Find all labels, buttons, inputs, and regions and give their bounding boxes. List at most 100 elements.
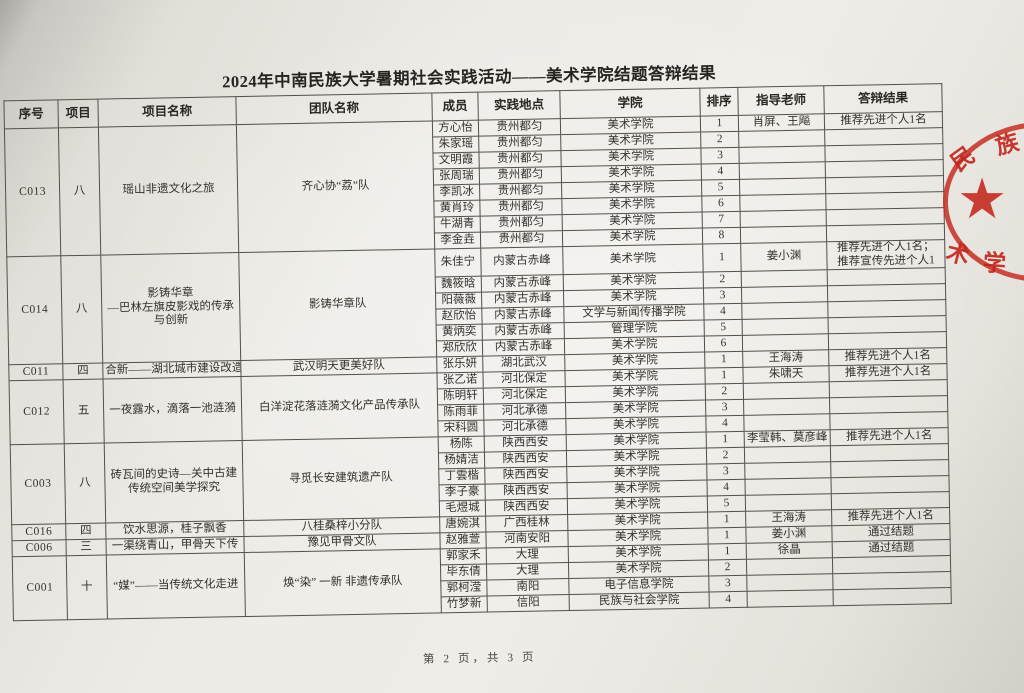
cell-advisor: 朱啸天 xyxy=(742,365,830,384)
cell-member-name: 郭家禾 xyxy=(440,548,487,566)
cell-project-name: “媒”——当传统文化走进 xyxy=(106,552,246,620)
cell-practice-place: 贵州都匀 xyxy=(478,118,561,137)
cell-project-category: 十 xyxy=(66,555,108,620)
cell-team-name: 齐心协“荔”队 xyxy=(236,120,435,253)
cell-practice-place: 河北保定 xyxy=(482,370,566,389)
cell-practice-place: 内蒙古赤峰 xyxy=(481,290,564,309)
cell-practice-place: 广西桂林 xyxy=(485,514,568,533)
cell-team-name: 白洋淀花落涟漪文化产品传承队 xyxy=(241,373,439,441)
cell-team-name: 焕“染” 一新 非遗传承队 xyxy=(244,549,442,617)
column-header: 成员 xyxy=(431,92,479,121)
cell-practice-place: 陕西西安 xyxy=(485,498,568,517)
cell-practice-place: 河北保定 xyxy=(483,386,566,405)
cell-advisor xyxy=(740,209,827,228)
cell-rank: 6 xyxy=(701,195,741,213)
cell-rank: 5 xyxy=(701,179,740,197)
cell-advisor xyxy=(746,573,834,592)
cell-rank: 1 xyxy=(706,431,745,449)
cell-rank: 3 xyxy=(706,463,745,481)
cell-member-name: 郭柯滢 xyxy=(440,580,488,598)
cell-rank: 1 xyxy=(707,511,746,529)
cell-rank: 8 xyxy=(702,227,741,245)
cell-team-name: 影铸华章队 xyxy=(238,248,437,361)
cell-project-id: C006 xyxy=(11,539,67,557)
cell-project-id: C003 xyxy=(10,443,66,525)
cell-practice-place: 信阳 xyxy=(487,594,570,613)
cell-project-category: 八 xyxy=(64,443,106,524)
cell-project-category: 四 xyxy=(62,363,104,380)
cell-member-name: 杨婧洁 xyxy=(438,452,485,470)
cell-practice-place: 贵州都匀 xyxy=(480,214,563,233)
cell-rank: 5 xyxy=(704,319,743,337)
cell-member-name: 朱家瑶 xyxy=(432,136,479,153)
cell-project-id: C016 xyxy=(11,523,66,541)
cell-practice-place: 内蒙古赤峰 xyxy=(482,338,565,357)
cell-member-name: 李金垚 xyxy=(434,232,481,249)
cell-rank: 2 xyxy=(700,131,739,149)
cell-project-category: 四 xyxy=(65,523,106,540)
cell-advisor xyxy=(742,333,829,352)
cell-rank: 7 xyxy=(702,211,741,229)
cell-defense-result xyxy=(833,587,952,606)
cell-rank: 1 xyxy=(704,367,744,385)
cell-rank: 1 xyxy=(707,527,747,545)
column-header: 指导老师 xyxy=(737,85,825,116)
cell-member-name: 朱佳宁 xyxy=(434,248,482,278)
cell-advisor: 王海涛 xyxy=(742,349,829,368)
cell-practice-place: 河南安阳 xyxy=(485,530,569,549)
column-header: 项目 xyxy=(57,99,99,128)
cell-advisor: 李莹韩、莫彦峰 xyxy=(744,429,831,448)
cell-advisor xyxy=(743,397,830,416)
column-header: 团队名称 xyxy=(235,92,433,125)
cell-advisor xyxy=(738,129,825,148)
cell-practice-place: 大理 xyxy=(486,562,569,581)
cell-project-id: C014 xyxy=(6,255,63,365)
cell-rank: 2 xyxy=(706,447,745,465)
cell-practice-place: 贵州都匀 xyxy=(479,182,562,201)
cell-rank: 6 xyxy=(704,335,743,353)
cell-project-id: C001 xyxy=(12,555,68,621)
cell-project-name: 瑶山非遗文化之旅 xyxy=(98,124,239,256)
cell-practice-place: 贵州都匀 xyxy=(479,198,563,217)
cell-member-name: 黄炳奕 xyxy=(436,324,483,342)
cell-defense-result: 推荐先进个人1名； 推荐宣传先进个人1 xyxy=(826,239,946,270)
cell-advisor: 肖屏、王飚 xyxy=(738,113,825,132)
cell-project-id: C011 xyxy=(8,363,64,381)
cell-rank: 4 xyxy=(709,591,748,609)
cell-advisor xyxy=(739,193,827,212)
cell-advisor xyxy=(741,301,829,320)
cell-member-name: 宋科圆 xyxy=(437,420,485,438)
cell-practice-place: 内蒙古赤峰 xyxy=(480,246,564,277)
cell-rank: 1 xyxy=(704,351,743,369)
cell-practice-place: 内蒙古赤峰 xyxy=(481,274,564,293)
cell-practice-place: 内蒙古赤峰 xyxy=(482,322,565,341)
cell-practice-place: 陕西西安 xyxy=(484,434,567,453)
results-table-body: C013 八瑶山非遗文化之旅 齐心协“荔”队 方心怡 贵州都匀 美术学院 1 肖屏、王飚 推荐先… xyxy=(4,111,952,621)
column-header: 学院 xyxy=(559,88,701,119)
cell-rank: 4 xyxy=(705,415,745,433)
cell-rank: 1 xyxy=(702,243,742,273)
cell-practice-place: 贵州都匀 xyxy=(480,230,563,249)
cell-member-name: 张乙诺 xyxy=(436,372,484,390)
cell-member-name: 李子豪 xyxy=(439,484,486,502)
cell-practice-place: 陕西西安 xyxy=(484,450,567,469)
cell-advisor xyxy=(743,413,831,432)
cell-practice-place: 陕西西安 xyxy=(484,466,568,485)
cell-practice-place: 大理 xyxy=(486,546,569,565)
cell-member-name: 毕东倩 xyxy=(440,564,487,582)
cell-advisor: 姜小渊 xyxy=(740,241,828,272)
cell-advisor xyxy=(745,493,832,512)
cell-advisor xyxy=(740,225,827,244)
cell-member-name: 杨陈 xyxy=(438,436,485,454)
cell-advisor xyxy=(744,461,831,480)
cell-rank: 3 xyxy=(705,399,744,417)
cell-advisor xyxy=(747,589,834,608)
cell-member-name: 唐婉淇 xyxy=(439,516,486,534)
cell-member-name: 丁雲楷 xyxy=(438,468,486,486)
cell-advisor xyxy=(746,557,833,576)
cell-college: 民族与社会学院 xyxy=(569,592,710,611)
cell-advisor xyxy=(744,445,831,464)
cell-advisor xyxy=(738,145,826,164)
cell-project-category: 五 xyxy=(63,379,105,444)
cell-member-name: 陈雨菲 xyxy=(437,404,484,422)
